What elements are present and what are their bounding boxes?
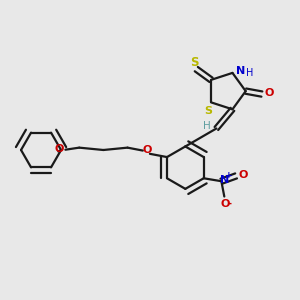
Text: +: + (225, 171, 232, 180)
Text: H: H (246, 68, 253, 79)
Text: N: N (236, 66, 245, 76)
Text: N: N (220, 175, 229, 185)
Text: H: H (203, 121, 211, 130)
Text: O: O (142, 145, 152, 155)
Text: O: O (265, 88, 274, 98)
Text: -: - (228, 199, 232, 209)
Text: O: O (238, 170, 248, 180)
Text: O: O (220, 199, 230, 209)
Text: O: O (55, 144, 64, 154)
Text: S: S (205, 106, 213, 116)
Text: S: S (190, 56, 198, 69)
